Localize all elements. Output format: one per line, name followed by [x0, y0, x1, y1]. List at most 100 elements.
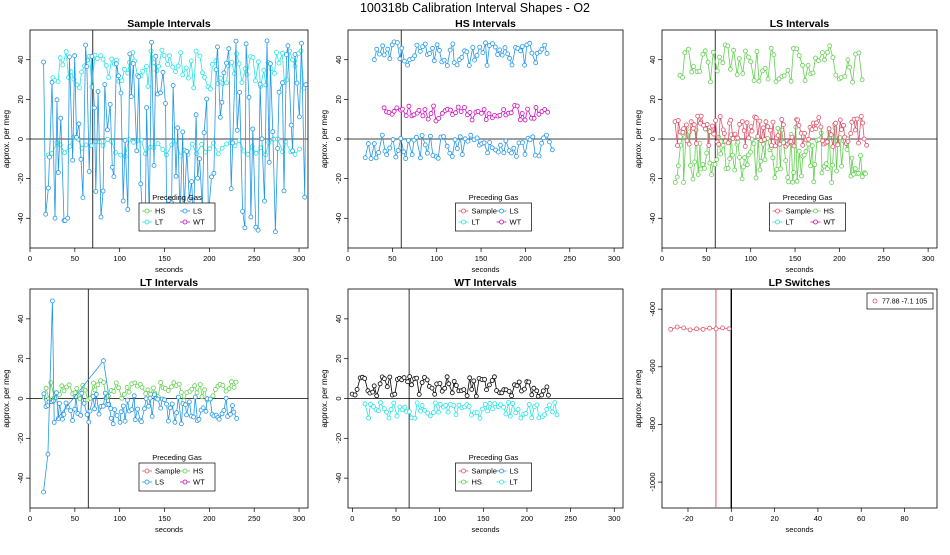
data-point: [219, 145, 225, 151]
data-point: [54, 97, 60, 103]
legend-entry: LS: [155, 478, 164, 487]
data-point: [697, 120, 703, 126]
legend-entry: LS: [193, 207, 202, 216]
legend-marker: [499, 468, 504, 474]
data-point: [422, 142, 428, 148]
data-point: [362, 155, 368, 161]
data-point: [472, 57, 478, 63]
data-point: [772, 143, 778, 149]
data-point: [816, 58, 821, 64]
data-point: [391, 400, 397, 406]
x-tick-label: 300: [922, 254, 935, 263]
x-tick-label: 60: [857, 514, 865, 523]
data-point: [674, 324, 680, 330]
data-point: [401, 375, 407, 381]
data-point: [477, 415, 483, 421]
data-point: [281, 188, 287, 194]
data-point: [279, 80, 285, 86]
data-point: [788, 139, 794, 145]
data-point: [131, 393, 137, 399]
data-point: [117, 419, 123, 425]
data-point: [175, 63, 181, 69]
series-LS: [362, 132, 555, 161]
data-point: [769, 142, 774, 148]
data-point: [233, 38, 239, 44]
data-point: [725, 43, 731, 49]
data-point: [224, 80, 230, 86]
data-point: [544, 51, 550, 56]
data-point: [477, 44, 483, 50]
data-point: [744, 162, 750, 168]
data-point: [435, 155, 441, 161]
data-point: [751, 78, 757, 83]
x-tick-label: 50: [388, 254, 396, 263]
data-point: [481, 107, 487, 112]
data-point: [279, 50, 285, 56]
data-point: [486, 111, 492, 117]
legend-marker: [499, 219, 504, 225]
data-point: [401, 58, 407, 64]
data-point: [62, 150, 68, 156]
y-tick-label: 40: [648, 56, 657, 64]
data-point: [416, 391, 422, 397]
panel-5: LP Switches -20 0 20 40 60 80 -1000 -800 -600 -400…: [634, 277, 938, 534]
data-point: [54, 390, 59, 396]
data-point: [111, 388, 117, 394]
data-point: [189, 386, 195, 392]
data-point: [89, 54, 95, 59]
data-point: [770, 119, 776, 125]
data-point: [461, 387, 467, 393]
data-point: [805, 63, 811, 68]
data-point: [399, 106, 405, 112]
data-point: [419, 380, 425, 385]
data-point: [401, 149, 407, 155]
data-point: [700, 51, 706, 57]
y-tick-label: -800: [648, 417, 657, 432]
y-tick-label: 40: [334, 315, 343, 323]
data-point: [820, 50, 825, 55]
data-point: [790, 179, 796, 185]
data-point: [189, 141, 195, 147]
data-point: [79, 69, 84, 75]
data-point: [464, 49, 470, 55]
data-point: [825, 49, 830, 55]
x-tick-label: 300: [293, 514, 306, 523]
data-point: [224, 60, 229, 66]
data-point: [842, 73, 848, 79]
legend-marker: [461, 219, 466, 225]
data-point: [501, 404, 507, 410]
data-point: [146, 403, 152, 409]
data-point: [692, 159, 698, 165]
data-point: [681, 179, 686, 185]
x-tick-label: 200: [521, 514, 534, 523]
data-point: [220, 382, 226, 388]
data-point: [121, 403, 126, 409]
legend: 77.88 -7.1 105: [866, 292, 934, 310]
data-point: [175, 125, 181, 131]
data-point: [102, 390, 108, 396]
legend: Preceding Gas Sample LS LT WT: [455, 193, 532, 232]
data-point: [523, 410, 529, 416]
data-point: [134, 148, 140, 154]
x-tick-label: 300: [608, 254, 621, 263]
y-axis-label: approx. per meg: [2, 369, 11, 427]
data-point: [725, 140, 731, 146]
data-point: [188, 58, 194, 64]
data-point: [803, 148, 809, 154]
data-point: [856, 50, 862, 56]
data-point: [283, 139, 289, 145]
data-point: [544, 406, 550, 412]
data-point: [534, 402, 540, 408]
legend-entry: Sample: [472, 467, 497, 476]
data-point: [702, 48, 708, 54]
data-point: [85, 57, 90, 63]
data-point: [125, 397, 130, 403]
data-point: [757, 118, 763, 124]
series-WT: [381, 103, 551, 124]
data-point: [550, 409, 555, 415]
data-point: [164, 401, 169, 407]
data-point: [91, 380, 96, 386]
data-point: [466, 403, 472, 409]
data-point: [98, 214, 104, 220]
data-point: [242, 225, 248, 231]
